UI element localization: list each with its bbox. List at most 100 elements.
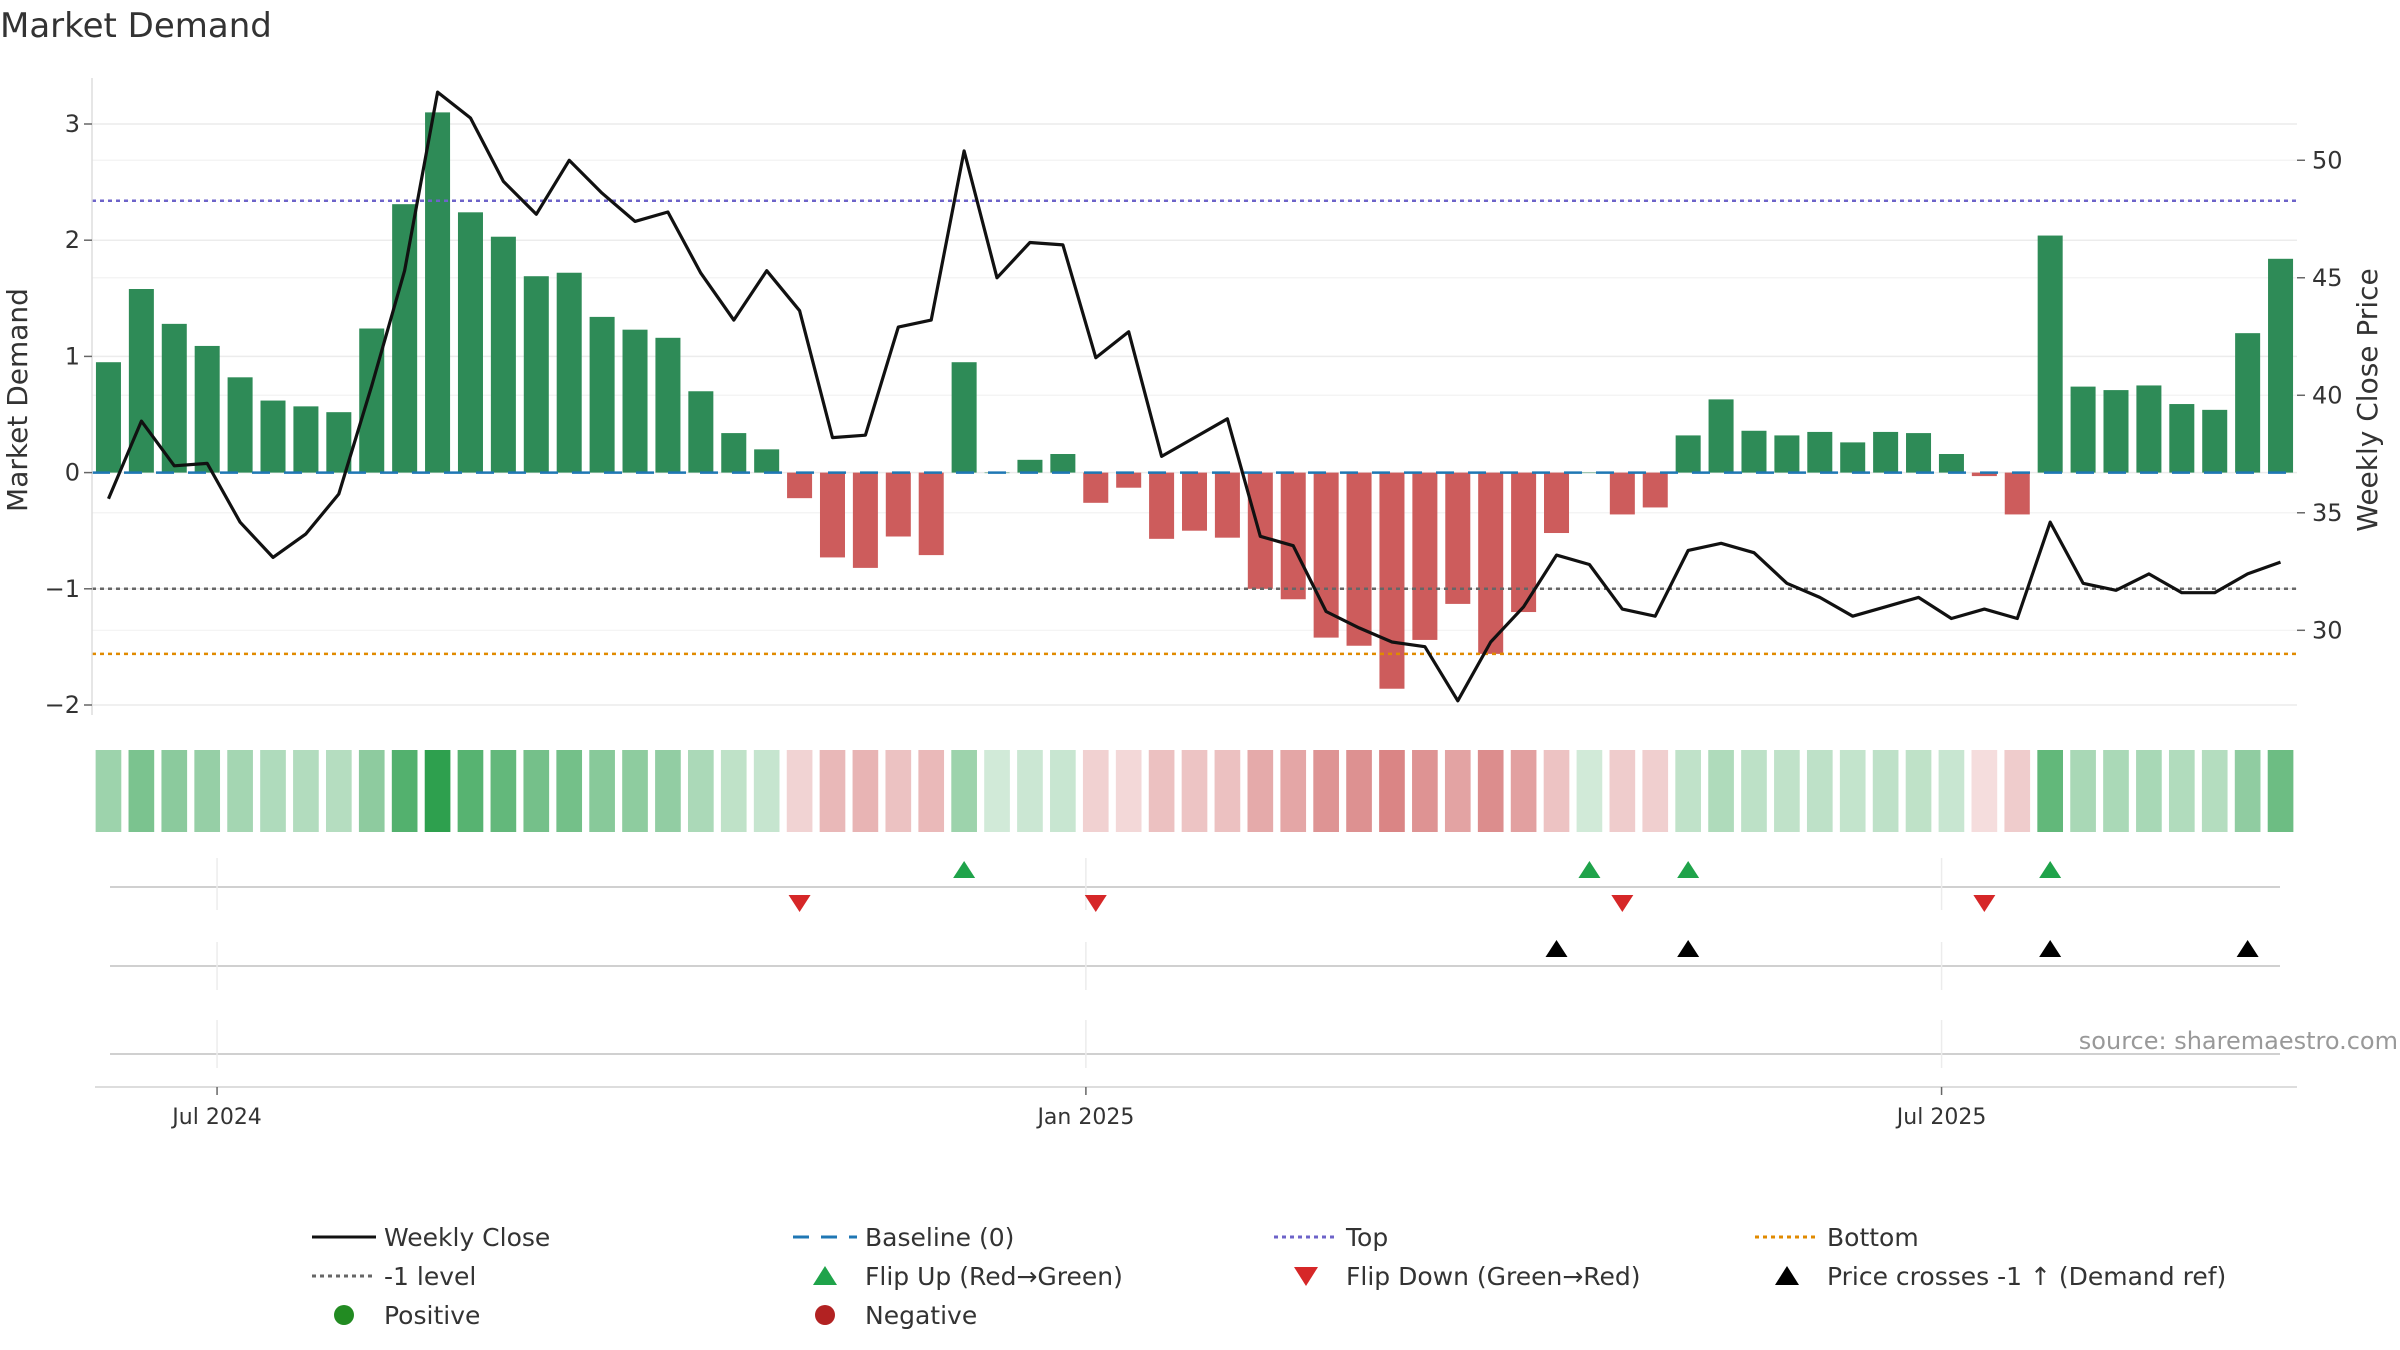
- demand-bar: [1445, 472, 1471, 604]
- demand-bar: [2235, 333, 2261, 473]
- demand-bar: [2004, 472, 2030, 515]
- heat-cell: [1741, 750, 1767, 832]
- legend-label: Bottom: [1827, 1223, 1919, 1252]
- x-tick-label: Jan 2025: [1035, 1105, 1134, 1130]
- heat-cell: [293, 750, 319, 832]
- x-axis: Jul 2024 Jan 2025 Jul 2025: [95, 1086, 2297, 1130]
- heat-cell: [1477, 750, 1504, 832]
- flip-up-marker: [953, 861, 976, 878]
- demand-bar: [457, 212, 483, 473]
- legend-swatch: [1775, 1266, 1799, 1285]
- heat-cell: [1938, 750, 1965, 832]
- y-tick-label: −2: [45, 691, 80, 719]
- flip-up-marker: [2039, 861, 2062, 878]
- legend-label: Weekly Close: [384, 1223, 550, 1252]
- y-tick-label: −1: [45, 575, 80, 603]
- demand-bar: [2202, 409, 2228, 473]
- demand-bar: [721, 433, 747, 473]
- demand-bar: [819, 472, 845, 558]
- heat-cell: [1609, 750, 1636, 832]
- heat-cell: [424, 750, 451, 832]
- demand-bar: [951, 362, 977, 473]
- demand-bar: [2169, 404, 2195, 473]
- flip-down-marker: [1084, 895, 1107, 912]
- demand-bar: [1741, 430, 1767, 473]
- flip-up-marker: [1578, 861, 1601, 878]
- heat-cell: [1839, 750, 1866, 832]
- heat-cell: [1148, 750, 1175, 832]
- legend-label: Baseline (0): [865, 1223, 1014, 1252]
- legend-label: Price crosses -1 ↑ (Demand ref): [1827, 1262, 2226, 1291]
- heat-cell: [1576, 750, 1603, 832]
- heat-cell: [391, 750, 418, 832]
- demand-bar: [95, 362, 121, 473]
- heat-cell: [2070, 750, 2096, 832]
- demand-bar: [1181, 472, 1208, 531]
- demand-bar: [490, 236, 516, 473]
- demand-bar: [1280, 472, 1306, 600]
- heat-cell: [95, 750, 122, 832]
- heat-cell: [1872, 750, 1899, 832]
- legend-swatch: [815, 1305, 835, 1325]
- demand-bar: [918, 472, 944, 556]
- price-cross-marker: [2236, 940, 2259, 957]
- legend-label: -1 level: [384, 1262, 476, 1291]
- reference-lines: [92, 199, 2297, 656]
- demand-bar: [1971, 472, 1997, 477]
- demand-bar: [688, 391, 714, 473]
- demand-bar: [425, 112, 451, 473]
- heat-cell: [1247, 750, 1274, 832]
- demand-bar: [1412, 472, 1438, 640]
- y2-tick-label: 30: [2312, 616, 2343, 644]
- demand-bar: [1708, 399, 1734, 473]
- demand-bar: [227, 377, 253, 473]
- weekly-close-line: [107, 90, 2282, 703]
- heat-cell: [523, 750, 550, 832]
- heat-cell: [589, 750, 615, 832]
- demand-bar: [885, 472, 911, 537]
- price-cross-marker: [1677, 940, 1700, 957]
- heat-cell: [1050, 750, 1076, 832]
- x-tick-label: Jul 2024: [170, 1105, 262, 1130]
- heat-cell: [1082, 750, 1109, 832]
- heat-cell: [1510, 750, 1537, 832]
- event-markers: [110, 858, 2280, 1068]
- demand-bars: [95, 112, 2294, 689]
- demand-bar: [1609, 472, 1635, 515]
- heat-cell: [1905, 750, 1932, 832]
- heat-cell: [655, 750, 681, 832]
- y-axis-label: Market Demand: [1, 288, 34, 512]
- demand-bar: [2070, 386, 2096, 473]
- heat-cell: [951, 750, 977, 832]
- demand-bar: [260, 400, 286, 473]
- heat-cell: [1280, 750, 1307, 832]
- demand-bar: [1050, 454, 1076, 473]
- heat-cell: [1313, 750, 1339, 832]
- legend-swatch: [1294, 1267, 1318, 1286]
- demand-bar: [1511, 472, 1537, 613]
- demand-bar: [556, 272, 582, 473]
- y2-tick-label: 35: [2312, 499, 2343, 527]
- demand-bar: [1544, 472, 1570, 534]
- heat-cell: [2168, 750, 2195, 832]
- demand-bar: [392, 204, 418, 473]
- heat-cell: [1806, 750, 1833, 832]
- heat-cell: [1379, 750, 1405, 832]
- demand-bar: [622, 329, 648, 473]
- heat-cell: [1971, 750, 1998, 832]
- demand-bar: [1116, 472, 1142, 488]
- heat-cell: [128, 750, 155, 832]
- demand-bar: [1873, 431, 1899, 473]
- y-tick-label: 2: [65, 226, 80, 254]
- heat-cell: [688, 750, 714, 832]
- y-tick-label: 1: [65, 342, 80, 370]
- flip-up-marker: [1677, 861, 1700, 878]
- heat-cell: [260, 750, 286, 832]
- y2-tick-label: 45: [2312, 264, 2343, 292]
- legend-label: Top: [1345, 1223, 1388, 1252]
- grid-layer: [92, 123, 2297, 706]
- demand-bar: [1478, 472, 1504, 654]
- demand-bar: [1149, 472, 1175, 539]
- demand-bar: [787, 472, 813, 499]
